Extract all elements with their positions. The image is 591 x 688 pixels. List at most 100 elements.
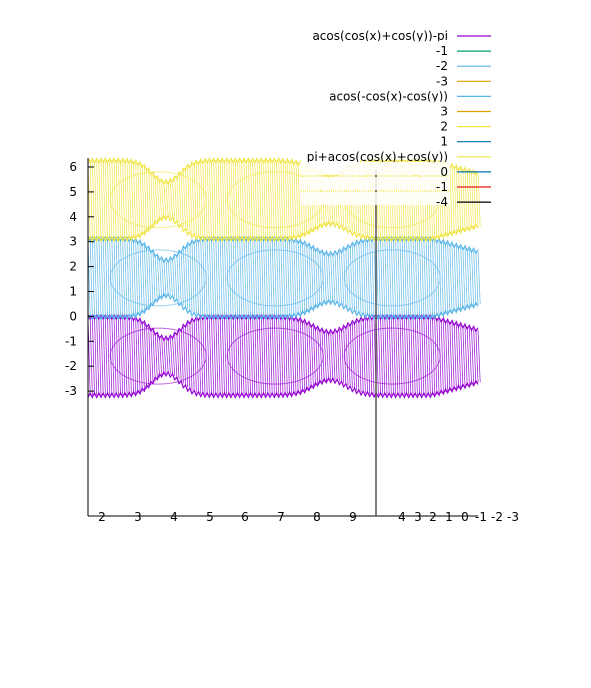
band-0-mesh-line [360,319,364,393]
legend-entry: -1 [300,41,491,58]
legend-entry: -1 [300,177,491,194]
band-2-mesh-line [89,160,93,239]
band-1-mesh-line [247,238,251,318]
band-0-mesh-line [410,316,414,396]
band-0-mesh-line [250,316,254,396]
band-1-mesh-line [172,258,176,298]
band-1-mesh-line [299,241,303,314]
band-2-mesh-line [293,162,297,238]
band-0-mesh-line [384,317,388,396]
band-0-mesh-line [291,318,295,395]
band-1-mesh-line [191,242,195,314]
band-1-mesh-line [111,238,115,317]
band-1-mesh-line [163,260,167,296]
band-2-mesh-line [174,178,178,222]
band-2-mesh-line [107,160,111,239]
band-1-mesh-line [256,238,260,318]
band-0-mesh-line [466,326,470,386]
band-0-mesh-line [423,316,427,396]
band-0-mesh-line [193,319,197,393]
band-1-mesh-line [323,253,327,303]
band-2-mesh-line [172,179,176,220]
band-2-mesh-line [237,160,241,239]
band-2-mesh-line [232,160,236,239]
band-1-mesh-line [451,244,455,312]
band-0-mesh-line [377,317,381,395]
band-0-mesh-line [289,317,293,395]
band-1-mesh-line [447,243,451,313]
band-0-mesh-line [453,323,457,389]
band-0-mesh-line [226,316,230,396]
y-tick-label: 0 [69,309,77,323]
band-0 [87,313,481,399]
band-1-mesh-line [115,238,119,317]
legend-backdrop [300,192,450,206]
band-1-mesh-line [388,238,392,317]
band-2-mesh-line [271,160,275,239]
band-0-mesh-line [462,325,466,387]
legend-backdrop [300,146,450,160]
legend-label: -3 [436,74,448,88]
band-1-mesh-line [304,243,308,313]
band-0-mesh-line [429,316,433,396]
band-2-mesh-line [243,160,247,239]
band-2-mesh-line [133,161,137,238]
legend-backdrop [300,56,450,70]
band-0-mesh-line [401,316,405,396]
band-0-mesh-line [254,316,258,396]
band-0-mesh-line [276,317,280,396]
band-2-mesh-line [94,160,98,239]
band-1-mesh-line [380,238,384,317]
band-1-mesh-line [206,239,210,317]
x-tick-label: 7 [277,510,285,524]
band-2-mesh-line [185,168,189,231]
y-tick-label: 5 [69,185,77,199]
band-2-mesh-line [234,160,238,239]
band-0-mesh-line [447,321,451,391]
band-0-mesh-line [330,332,334,381]
band-1-mesh-line [120,238,124,317]
band-1-mesh-line [356,242,360,313]
band-2-mesh-line [230,160,234,239]
band-1-mesh-line [325,253,329,303]
band-0-mesh-line [434,317,438,395]
band-1-mesh-line [416,238,420,318]
band-0-mesh-line [102,316,106,396]
band-1-mesh-line [124,239,128,317]
band-2-mesh-line [280,160,284,239]
band-0-mesh-line [436,318,440,394]
band-1-mesh-line [308,245,312,311]
band-1-mesh-line [202,239,206,317]
band-0-mesh-line [464,326,468,386]
band-0-mesh-line [258,316,262,396]
band-0-mesh-line [356,321,360,392]
band-0-mesh-line [419,316,423,396]
legend-entry: pi+acos(cos(x)+cos(y)) [300,146,491,164]
band-0-mesh-line [295,318,299,394]
band-1-mesh-line [403,238,407,318]
band-0-mesh-line [128,317,132,395]
band-1-mesh-line [330,253,334,302]
band-1-mesh-line [243,238,247,318]
band-1-mesh-line [364,240,368,316]
band-1-mesh-line [419,238,423,318]
band-1-mesh-line [269,238,273,317]
band-2-mesh-line [291,161,295,238]
band-1-mesh-line [406,238,410,318]
band-1-mesh-line [297,241,301,315]
band-0-mesh-line [315,327,319,385]
y-tick-label: 2 [69,260,77,274]
band-0-mesh-line [473,328,477,384]
band-2-mesh-line [195,162,199,237]
band-1-mesh-line [399,238,403,318]
band-0-mesh-line [163,338,167,374]
band-1-mesh-line [234,238,238,318]
legend-label: acos(cos(x)+cos(y))-pi [312,29,448,43]
band-2-mesh-line [152,174,156,226]
band-0-mesh-line [271,317,275,396]
band-0-mesh-line [278,317,282,396]
legend-entry: acos(-cos(x)-cos(y)) [300,86,491,103]
band-2-mesh-line [267,160,271,239]
band-0-mesh-line [354,321,358,391]
band-0-mesh-line [247,316,251,396]
